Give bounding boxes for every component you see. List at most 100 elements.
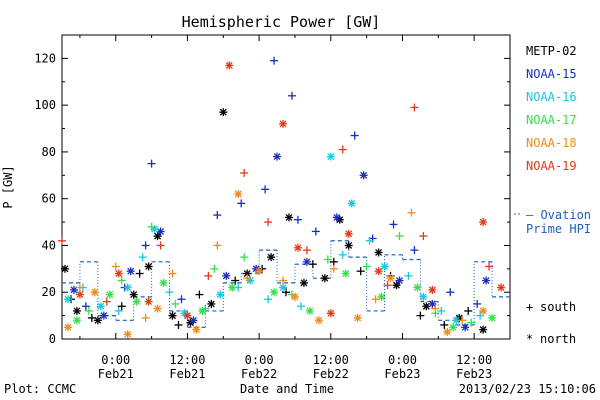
noaa-17-north-point [228, 283, 237, 292]
noaa-16-north-point-d2 [124, 284, 132, 292]
noaa-19-north-point-d2 [327, 309, 335, 317]
noaa-16-south-point [404, 271, 413, 280]
noaa-17-south-point [210, 264, 219, 273]
metp-02-north-point-d2 [300, 279, 308, 287]
metp-02-south-point [231, 276, 240, 285]
metp-02-south-point [174, 320, 183, 329]
noaa-17-south-point [323, 255, 332, 264]
x-tick-time-label: 12:00 [313, 353, 349, 367]
metp-02-south-point [440, 320, 449, 329]
noaa-17-north-point [72, 316, 81, 325]
noaa-16-north-point [279, 283, 288, 292]
x-tick-date-label: Feb21 [169, 367, 205, 381]
metp-02-north-point-d2 [154, 232, 162, 240]
metp-02-north-point-d2 [243, 270, 251, 277]
noaa-18-north-point-d2 [91, 288, 99, 296]
noaa-19-south-point [156, 241, 165, 250]
y-tick-label: 0 [49, 332, 56, 346]
noaa-15-north-point-d2 [222, 272, 230, 280]
noaa-17-north-point-d2 [228, 284, 236, 292]
noaa-18-north-point-d2 [291, 293, 299, 301]
noaa-17-north-point [305, 306, 314, 315]
x-tick-date-label: Feb21 [98, 367, 134, 381]
noaa-16-north-point [63, 295, 72, 304]
x-axis-label: Date and Time [240, 382, 334, 396]
noaa-19-north-point-d2 [225, 61, 233, 69]
noaa-15-north-point [428, 299, 437, 308]
noaa-15-north-point-d2 [360, 171, 368, 179]
noaa-19-north-point [374, 267, 383, 276]
noaa-19-north-point-d2 [375, 267, 383, 275]
noaa-16-south-point [476, 311, 485, 320]
noaa-18-south-point [168, 269, 177, 278]
metp-02-north-point [219, 108, 228, 117]
noaa-16-north-point [123, 283, 132, 292]
metp-02-north-point-d2 [285, 213, 293, 221]
metp-02-north-point-d2 [145, 263, 153, 270]
noaa-16-north-point [216, 290, 225, 299]
noaa-15-north-point-d2 [157, 227, 165, 235]
x-tick-time-label: 12:00 [169, 353, 205, 367]
metp-02-south-point [356, 267, 365, 276]
noaa-15-south-point [389, 220, 398, 229]
noaa-18-south-point [141, 313, 150, 322]
noaa-17-south-point [362, 262, 371, 271]
noaa-16-south-point [114, 306, 123, 315]
noaa-18-north-point-d2 [64, 323, 72, 331]
noaa-17-north-point-d2 [449, 323, 457, 331]
noaa-15-south-point [141, 241, 150, 250]
noaa-18-north-point [192, 325, 201, 334]
metp-02-north-point [267, 253, 276, 262]
noaa-15-north-point-d2 [100, 312, 108, 320]
noaa-19-south-point [485, 262, 494, 271]
noaa-15-north-point [302, 257, 311, 266]
legend-entry-metp-02: METP-02 [526, 44, 577, 58]
noaa-19-north-point-d2 [345, 230, 353, 238]
noaa-18-north-point [234, 190, 243, 199]
x-tick-date-label: Feb23 [456, 367, 492, 381]
noaa-18-north-point [123, 330, 132, 339]
x-tick-time-label: 0:00 [388, 353, 417, 367]
noaa-18-south-point [75, 283, 84, 292]
x-tick-time-label: 0:00 [245, 353, 274, 367]
metp-02-north-point-d2 [375, 249, 383, 256]
noaa-18-north-point [314, 316, 323, 325]
north-legend-symbol: * [526, 332, 533, 346]
noaa-17-north-point-d2 [198, 307, 206, 315]
metp-02-north-point [479, 325, 488, 334]
noaa-19-north-point [75, 290, 84, 299]
noaa-15-south-point [81, 302, 90, 311]
noaa-17-north-point [488, 313, 497, 322]
noaa-17-north-point [449, 323, 458, 332]
noaa-15-north-point-d2 [461, 323, 469, 331]
noaa-17-north-point [341, 269, 350, 278]
noaa-19-south-point [240, 168, 249, 177]
noaa-18-north-point [63, 323, 72, 332]
y-tick-label: 20 [42, 285, 56, 299]
noaa-15-north-point [359, 171, 368, 180]
metp-02-north-point [168, 311, 177, 320]
noaa-15-south-point [177, 295, 186, 304]
noaa-19-north-point [183, 311, 192, 320]
noaa-17-south-point [395, 232, 404, 241]
noaa-18-north-point [255, 267, 264, 276]
noaa-15-north-point [332, 213, 341, 222]
noaa-19-south-point [419, 232, 428, 241]
noaa-16-north-point-d2 [246, 277, 254, 284]
metp-02-north-point [320, 274, 329, 283]
noaa-16-north-point [380, 262, 389, 271]
noaa-19-south-point [102, 297, 111, 306]
metp-02-north-point [129, 290, 138, 299]
noaa-17-north-point-d2 [342, 270, 350, 277]
noaa-18-north-point-d2 [479, 307, 487, 315]
noaa-17-south-point [467, 318, 476, 327]
noaa-18-north-point-d2 [354, 314, 362, 322]
noaa-18-north-point [153, 304, 162, 313]
noaa-15-north-point [461, 323, 470, 332]
x-axis: 0:00Feb2112:00Feb210:00Feb2212:00Feb220:… [79, 35, 511, 381]
y-axis-label: P [GW] [1, 165, 15, 208]
x-tick-time-label: 0:00 [101, 353, 130, 367]
noaa-18-north-point-d2 [154, 305, 162, 313]
noaa-15-south-point [213, 211, 222, 220]
